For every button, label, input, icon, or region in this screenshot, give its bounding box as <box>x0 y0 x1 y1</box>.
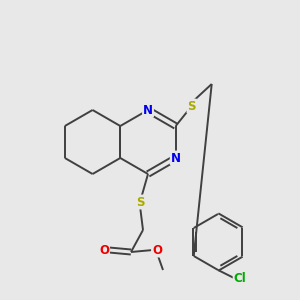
Text: N: N <box>143 103 153 116</box>
Text: N: N <box>171 152 181 164</box>
Text: O: O <box>152 244 162 256</box>
Text: S: S <box>188 100 196 112</box>
Text: Cl: Cl <box>234 272 246 284</box>
Text: O: O <box>99 244 109 256</box>
Text: S: S <box>136 196 144 208</box>
